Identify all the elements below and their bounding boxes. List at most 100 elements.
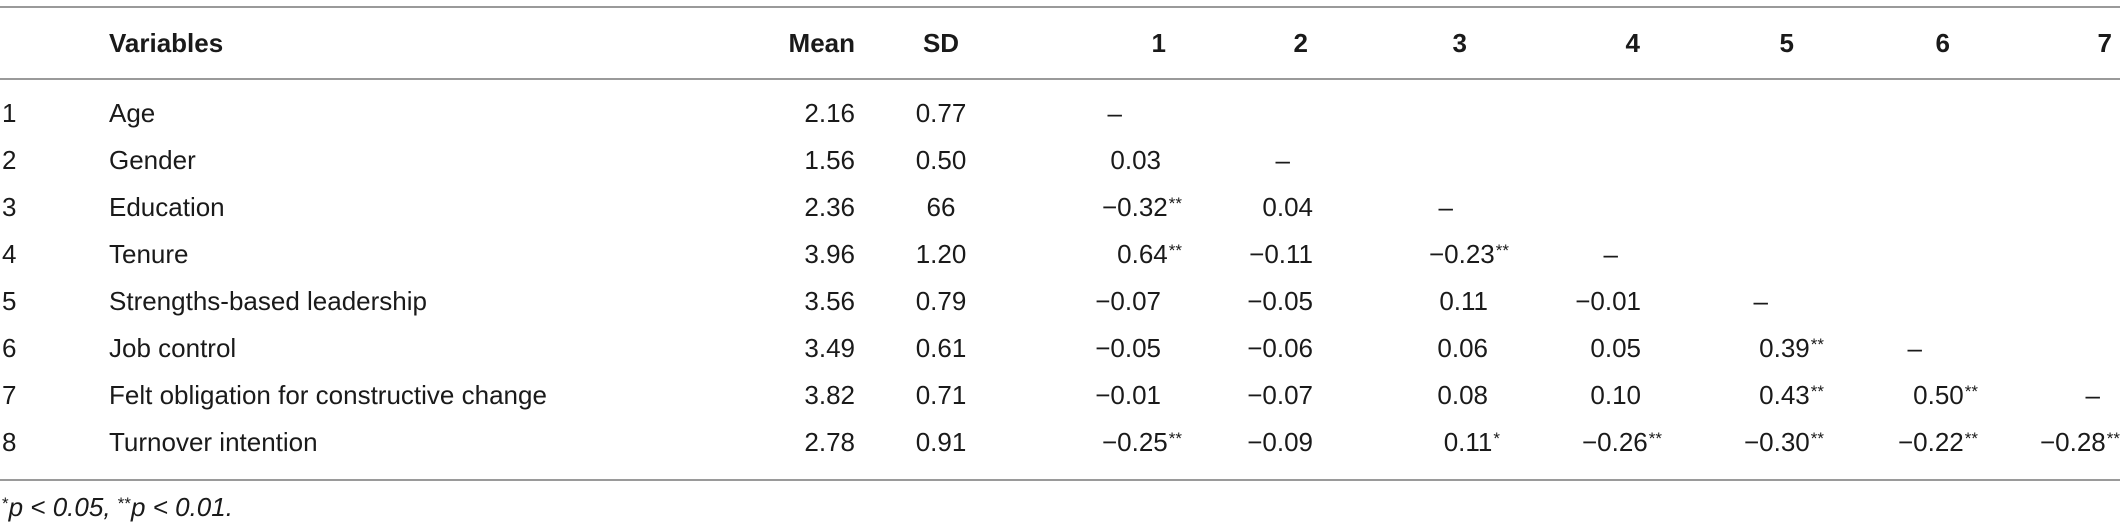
row-index: 5 bbox=[2, 286, 17, 316]
correlation-cell bbox=[1662, 78, 1824, 137]
correlation-cell: 0.39** bbox=[1662, 325, 1824, 372]
table-row: 5 Strengths-based leadership 3.56 0.79 −0.07… bbox=[0, 278, 2120, 325]
row-mean: 2.78 bbox=[804, 427, 855, 457]
correlation-value: −0.05 bbox=[1095, 333, 1161, 363]
correlation-cell: −0.05 bbox=[1027, 325, 1182, 372]
table-row: 4 Tenure 3.96 1.20 0.64** −0.11 −0.23** – bbox=[0, 231, 2120, 278]
footnote-single-asterisk: * bbox=[2, 494, 9, 513]
correlation-cell bbox=[1978, 184, 2120, 231]
header-row: Variables Mean SD 1 2 3 4 5 6 7 bbox=[0, 8, 2120, 78]
row-index: 4 bbox=[2, 239, 17, 269]
correlation-value: – bbox=[1107, 98, 1122, 128]
correlation-value: −0.05 bbox=[1247, 286, 1313, 316]
row-index: 6 bbox=[2, 333, 17, 363]
correlation-cell bbox=[1509, 184, 1662, 231]
row-variable: Job control bbox=[109, 333, 237, 363]
correlation-cell bbox=[1509, 78, 1662, 137]
row-variable: Age bbox=[109, 98, 156, 128]
significance-marker: ** bbox=[1810, 335, 1824, 354]
correlation-table: Variables Mean SD 1 2 3 4 5 6 7 1 Age 2.16… bbox=[0, 8, 2120, 466]
correlation-cell: 0.08 bbox=[1334, 372, 1509, 419]
correlation-value: 0.64 bbox=[1117, 239, 1168, 269]
header-variables: Variables bbox=[109, 27, 224, 58]
correlation-cell: – bbox=[1978, 372, 2120, 419]
footnote-p01: p < 0.01. bbox=[131, 492, 233, 522]
row-variable: Felt obligation for constructive change bbox=[109, 380, 547, 410]
row-mean: 1.56 bbox=[804, 145, 855, 175]
significance-marker: ** bbox=[1810, 429, 1824, 448]
correlation-cell: −0.05 bbox=[1182, 278, 1334, 325]
table-row: 2 Gender 1.56 0.50 0.03 – bbox=[0, 137, 2120, 184]
row-mean: 3.56 bbox=[804, 286, 855, 316]
correlation-value: −0.30 bbox=[1743, 427, 1810, 457]
correlation-cell bbox=[1662, 184, 1824, 231]
row-sd: 0.91 bbox=[915, 427, 967, 457]
correlation-cell bbox=[1978, 137, 2120, 184]
correlation-cell: 0.11 bbox=[1334, 278, 1509, 325]
correlation-cell: −0.07 bbox=[1182, 372, 1334, 419]
correlation-value: −0.22 bbox=[1897, 427, 1964, 457]
correlation-value: −0.11 bbox=[1249, 239, 1313, 269]
table-row: 7 Felt obligation for constructive change… bbox=[0, 372, 2120, 419]
correlation-cell bbox=[1978, 325, 2120, 372]
row-mean: 2.16 bbox=[804, 98, 855, 128]
correlation-value: – bbox=[1275, 145, 1290, 175]
header-col-3: 3 bbox=[1452, 27, 1467, 58]
correlation-cell: – bbox=[1509, 231, 1662, 278]
correlation-cell bbox=[1662, 137, 1824, 184]
correlation-value: 0.05 bbox=[1590, 333, 1641, 363]
significance-marker: ** bbox=[1495, 241, 1509, 260]
row-mean: 3.82 bbox=[804, 380, 855, 410]
correlation-value: – bbox=[1603, 239, 1618, 269]
significance-marker: ** bbox=[1168, 194, 1182, 213]
correlation-cell bbox=[1824, 137, 1978, 184]
correlation-value: −0.26 bbox=[1581, 427, 1648, 457]
header-col-1: 1 bbox=[1151, 27, 1166, 58]
significance-marker: ** bbox=[1168, 241, 1182, 260]
header-index bbox=[0, 8, 109, 78]
correlation-cell: 0.05 bbox=[1509, 325, 1662, 372]
table-footnote: *p < 0.05, **p < 0.01. bbox=[2, 492, 233, 523]
table-top-rule bbox=[0, 6, 2120, 8]
correlation-value: 0.03 bbox=[1110, 145, 1161, 175]
correlation-value: 0.50 bbox=[1913, 380, 1964, 410]
correlation-value: −0.09 bbox=[1247, 427, 1313, 457]
correlation-value: – bbox=[1753, 286, 1768, 316]
row-index: 1 bbox=[2, 98, 17, 128]
correlation-value: 0.11 bbox=[1439, 286, 1488, 316]
correlation-cell: −0.11 bbox=[1182, 231, 1334, 278]
correlation-cell bbox=[1824, 231, 1978, 278]
correlation-value: −0.07 bbox=[1247, 380, 1313, 410]
row-index: 8 bbox=[2, 427, 17, 457]
correlation-value: −0.06 bbox=[1247, 333, 1313, 363]
row-sd: 66 bbox=[926, 192, 956, 222]
correlation-cell: −0.26** bbox=[1509, 419, 1662, 466]
row-sd: 1.20 bbox=[915, 239, 967, 269]
correlation-cell: −0.22** bbox=[1824, 419, 1978, 466]
correlation-value: – bbox=[1907, 333, 1922, 363]
correlation-cell: 0.03 bbox=[1027, 137, 1182, 184]
correlation-value: −0.23 bbox=[1428, 239, 1495, 269]
correlation-value: −0.07 bbox=[1095, 286, 1161, 316]
correlation-value: −0.25 bbox=[1101, 427, 1168, 457]
correlation-cell: – bbox=[1824, 325, 1978, 372]
row-index: 7 bbox=[2, 380, 17, 410]
correlation-value: −0.28 bbox=[2039, 427, 2106, 457]
row-sd: 0.71 bbox=[915, 380, 967, 410]
correlation-value: 0.08 bbox=[1437, 380, 1488, 410]
correlation-cell bbox=[1978, 231, 2120, 278]
header-col-2: 2 bbox=[1293, 27, 1308, 58]
correlation-value: 0.10 bbox=[1590, 380, 1641, 410]
correlation-cell bbox=[1334, 78, 1509, 137]
correlation-value: 0.06 bbox=[1437, 333, 1488, 363]
row-mean: 2.36 bbox=[804, 192, 855, 222]
correlation-cell: 0.50** bbox=[1824, 372, 1978, 419]
correlation-value: −0.32 bbox=[1101, 192, 1168, 222]
significance-marker: ** bbox=[1964, 382, 1978, 401]
correlation-cell: −0.01 bbox=[1509, 278, 1662, 325]
row-mean: 3.49 bbox=[804, 333, 855, 363]
table-row: 6 Job control 3.49 0.61 −0.05 −0.06 0.06 0.05 0.… bbox=[0, 325, 2120, 372]
significance-marker: ** bbox=[1964, 429, 1978, 448]
correlation-cell: 0.06 bbox=[1334, 325, 1509, 372]
row-index: 3 bbox=[2, 192, 17, 222]
